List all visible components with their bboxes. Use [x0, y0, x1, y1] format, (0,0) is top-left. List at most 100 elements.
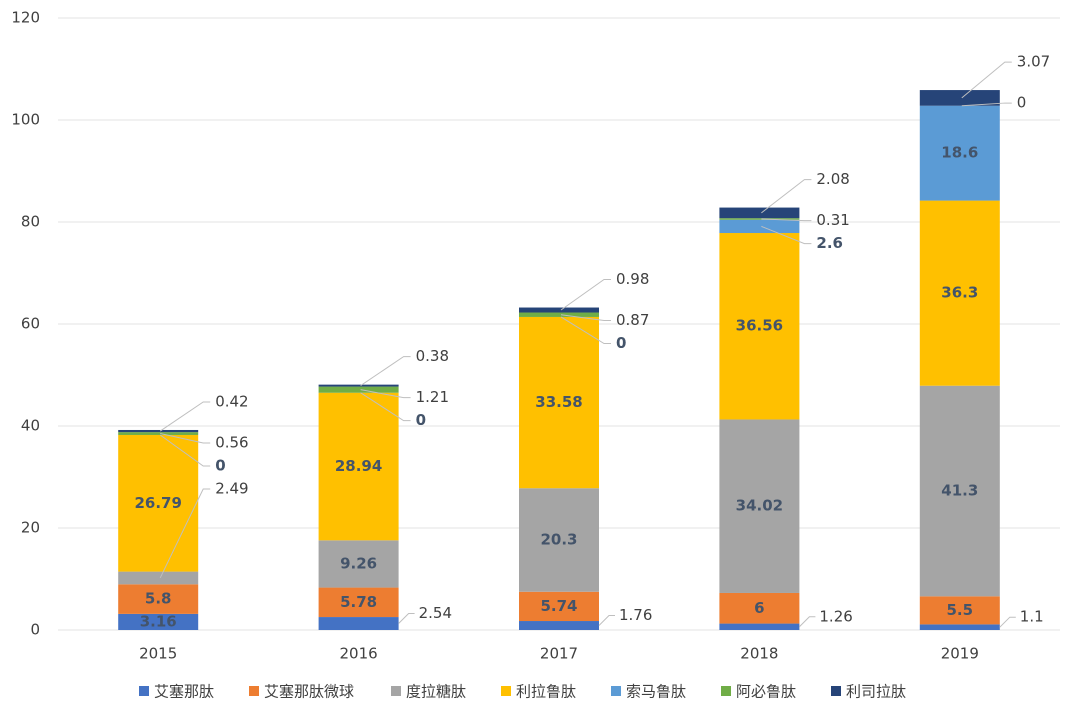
value-label: 41.3	[941, 482, 978, 500]
bar-segment	[519, 316, 599, 489]
legend-label: 索马鲁肽	[626, 683, 686, 701]
bar-segment	[118, 434, 199, 572]
y-tick-label: 20	[21, 519, 40, 537]
value-label: 36.56	[736, 317, 783, 335]
leader-line	[360, 392, 411, 422]
value-label: 36.3	[941, 284, 978, 302]
leader-line	[598, 615, 615, 626]
y-tick-label: 100	[11, 111, 40, 129]
x-tick-label: 2015	[139, 645, 177, 663]
value-label: 1.26	[819, 607, 852, 625]
legend-swatch	[611, 686, 621, 696]
legend-label: 利司拉肽	[846, 683, 906, 701]
value-label: 33.58	[535, 393, 582, 411]
bar-segment	[118, 571, 199, 585]
y-tick-label: 120	[11, 9, 40, 27]
x-tick-label: 2018	[740, 645, 778, 663]
y-tick-label: 60	[21, 315, 40, 333]
leader-line	[761, 179, 812, 214]
value-label: 0	[416, 411, 426, 429]
value-label: 0.98	[616, 270, 649, 288]
value-label: 5.74	[540, 597, 577, 615]
leader-line	[159, 488, 211, 579]
legend-label: 阿必鲁肽	[736, 683, 796, 701]
bar-segment	[519, 621, 599, 630]
y-tick-label: 80	[21, 213, 40, 231]
bar-segment	[919, 200, 1000, 386]
value-label: 0.42	[215, 392, 248, 410]
bar-segment	[719, 218, 800, 220]
bar-segment	[719, 219, 800, 234]
value-label: 2.6	[816, 234, 843, 252]
leader-line	[160, 433, 211, 444]
leader-line	[799, 616, 816, 628]
value-label: 1.76	[619, 606, 652, 624]
bar-segment	[719, 592, 800, 624]
leader-line	[761, 225, 812, 245]
legend-swatch	[249, 686, 259, 696]
leader-line	[761, 218, 812, 222]
legend-label: 利拉鲁肽	[516, 683, 576, 701]
leader-line	[360, 356, 411, 387]
leader-line	[560, 314, 611, 322]
value-label: 0	[1017, 94, 1027, 112]
value-label: 34.02	[736, 497, 783, 515]
bar-segment	[318, 392, 399, 541]
value-label: 1.1	[1020, 608, 1044, 626]
y-tick-label: 40	[21, 417, 40, 435]
value-label: 2.08	[816, 170, 849, 188]
value-label: 0.38	[416, 347, 449, 365]
x-tick-label: 2019	[941, 645, 979, 663]
bar-segment	[719, 207, 800, 219]
bar-segment	[118, 613, 199, 630]
leader-line	[961, 61, 1012, 99]
legend-swatch	[501, 686, 511, 696]
leader-line	[961, 102, 1012, 107]
legend-label: 度拉糖肽	[406, 683, 466, 701]
x-tick-label: 2016	[340, 645, 378, 663]
value-label: 2.49	[215, 479, 248, 497]
value-label: 0	[215, 456, 225, 474]
value-label: 6	[754, 599, 764, 617]
value-label: 5.5	[947, 601, 974, 619]
bar-segment	[118, 432, 199, 435]
y-tick-label: 0	[30, 621, 40, 639]
bar-segment	[719, 623, 800, 630]
value-label: 18.6	[941, 144, 978, 162]
bar-segment	[719, 233, 800, 420]
legend-swatch	[721, 686, 731, 696]
value-label: 2.54	[419, 604, 452, 622]
value-label: 0.56	[215, 433, 248, 451]
bar-segment	[519, 312, 599, 317]
bar-segment	[519, 591, 599, 622]
bar-segment	[919, 385, 1000, 597]
value-label: 28.94	[335, 457, 382, 475]
leader-line	[360, 389, 411, 399]
bar-segment	[318, 384, 399, 387]
value-label: 1.21	[416, 388, 449, 406]
value-label: 5.78	[340, 593, 377, 611]
value-label: 26.79	[134, 494, 181, 512]
value-label: 9.26	[340, 554, 377, 572]
legend-swatch	[139, 686, 149, 696]
legend-swatch	[391, 686, 401, 696]
bar-segment	[919, 90, 1000, 106]
bar-segment	[118, 429, 199, 433]
bar-segment	[919, 105, 1000, 201]
bar-segment	[919, 596, 1000, 625]
leader-line	[159, 434, 211, 467]
value-label: 0.31	[816, 211, 849, 229]
value-label: 3.16	[140, 612, 177, 630]
value-label: 0	[616, 334, 626, 352]
leader-line	[560, 316, 611, 345]
value-label: 0.87	[616, 311, 649, 329]
bar-segment	[118, 584, 199, 614]
legend-swatch	[831, 686, 841, 696]
bar-segment	[318, 386, 399, 393]
bar-segment	[318, 617, 399, 630]
legend-label: 艾塞那肽	[154, 683, 214, 701]
bar-segment	[719, 419, 800, 593]
value-label: 20.3	[540, 530, 577, 548]
value-label: 3.07	[1017, 53, 1050, 71]
